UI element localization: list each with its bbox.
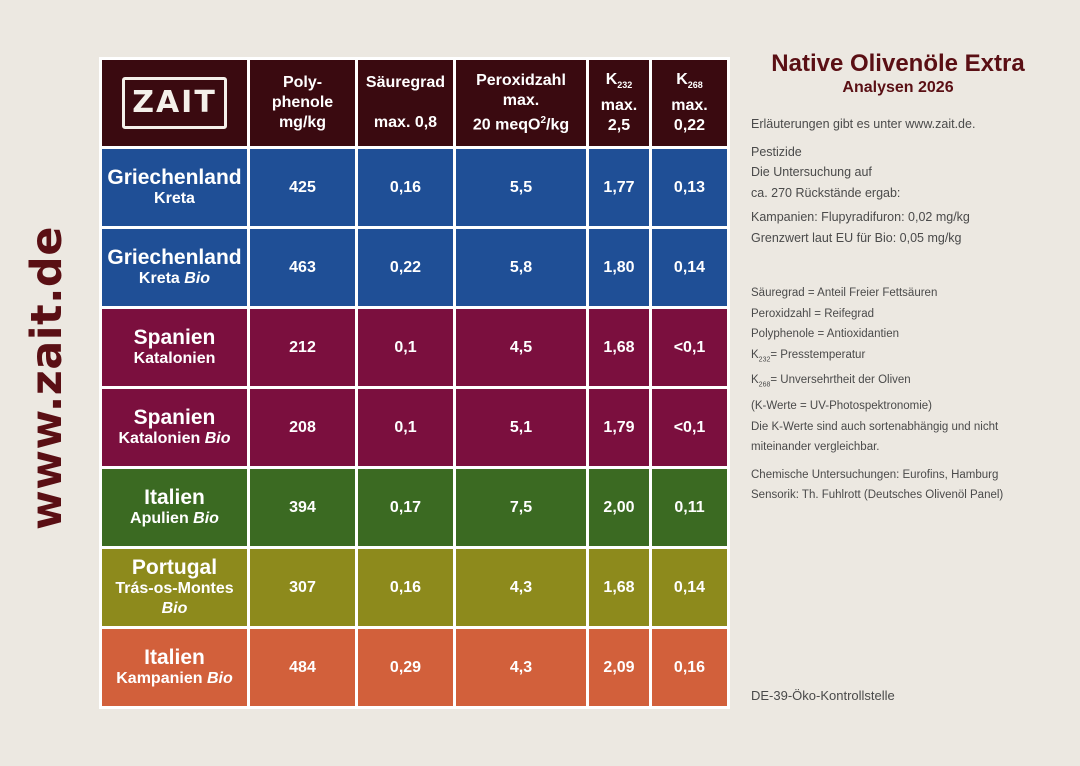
origin-cell: Italien Apulien Bio <box>102 469 247 546</box>
region-name: Kampanien Bio <box>116 670 233 687</box>
glossary-k268: K268= Unversehrtheit der Oliven <box>751 374 911 389</box>
peroxidzahl-value: 4,5 <box>456 309 586 386</box>
k268-value: <0,1 <box>652 309 727 386</box>
info-panel: Native Olivenöle Extra Analysen 2026 Erl… <box>751 50 1061 506</box>
country-name: Spanien <box>133 326 216 349</box>
glossary-k232: K232= Presstemperatur <box>751 348 866 363</box>
peroxidzahl-value: 4,3 <box>456 629 586 706</box>
polyphenole-value: 212 <box>250 309 355 386</box>
header-k232: K232 max. 2,5 <box>589 60 649 146</box>
glossary-note-2: miteinander vergleichbar. <box>751 441 880 454</box>
zait-logo: ZAIT <box>122 77 227 129</box>
peroxidzahl-value: 5,5 <box>456 149 586 226</box>
saeuregrad-value: 0,16 <box>358 149 453 226</box>
region-name: Katalonien <box>133 350 216 367</box>
k268-value: 0,11 <box>652 469 727 546</box>
panel-subtitle: Analysen 2026 <box>842 79 954 96</box>
k268-value: <0,1 <box>652 389 727 466</box>
region-name: Kreta <box>154 190 195 207</box>
pest-kampanien: Kampanien: Flupyradifuron: 0,02 mg/kg <box>751 210 970 224</box>
bio-label: Bio <box>184 270 211 287</box>
region-name: Trás-os-Montes Bio <box>115 580 234 617</box>
polyphenole-value: 425 <box>250 149 355 226</box>
pest-line-1: Die Untersuchung auf <box>751 165 872 179</box>
country-name: Italien <box>144 486 205 509</box>
header-saeuregrad: Säuregrad max. 0,8 <box>358 60 453 146</box>
region-name: Katalonien Bio <box>118 430 231 447</box>
region-name: Apulien Bio <box>130 510 219 527</box>
peroxidzahl-value: 5,1 <box>456 389 586 466</box>
pest-line-2: ca. 270 Rückstände ergab: <box>751 185 901 200</box>
info-line: Erläuterungen gibt es unter www.zait.de. <box>751 117 976 131</box>
k268-value: 0,14 <box>652 229 727 306</box>
table-row: Portugal Trás-os-Montes Bio 307 0,16 4,3 1,68… <box>102 549 727 626</box>
country-name: Italien <box>144 646 205 669</box>
glossary-note-1: Die K-Werte sind auch sortenabhängig und… <box>751 420 999 433</box>
country-name: Portugal <box>131 556 218 579</box>
pest-grenzwert: Grenzwert laut EU für Bio: 0,05 mg/kg <box>751 230 962 245</box>
peroxidzahl-value: 7,5 <box>456 469 586 546</box>
glossary-peroxidzahl: Peroxidzahl = Reifegrad <box>751 307 875 320</box>
kontrollstelle: DE-39-Öko-Kontrollstelle <box>751 688 895 703</box>
sensorik: Sensorik: Th. Fuhlrott (Deutsches Oliven… <box>751 489 1004 502</box>
panel-title: Native Olivenöle Extra <box>771 50 1025 77</box>
saeuregrad-value: 0,17 <box>358 469 453 546</box>
table-row: Spanien Katalonien Bio 208 0,1 5,1 1,79 <0,1 <box>102 389 727 466</box>
polyphenole-value: 484 <box>250 629 355 706</box>
polyphenole-value: 463 <box>250 229 355 306</box>
glossary-saeuregrad: Säuregrad = Anteil Freier Fettsäuren <box>751 287 938 299</box>
country-name: Griechenland <box>107 166 242 189</box>
polyphenole-value: 208 <box>250 389 355 466</box>
bio-label: Bio <box>206 670 233 687</box>
chem-lab: Chemische Untersuchungen: Eurofins, Hamb… <box>751 468 999 481</box>
country-name: Griechenland <box>107 246 242 269</box>
origin-cell: Griechenland Kreta Bio <box>102 229 247 306</box>
glossary-k-werte: (K-Werte = UV-Photospektronomie) <box>751 400 932 413</box>
origin-cell: Italien Kampanien Bio <box>102 629 247 706</box>
k232-value: 1,79 <box>589 389 649 466</box>
table-row: Griechenland Kreta Bio 463 0,22 5,8 1,80 0,14 <box>102 229 727 306</box>
origin-cell: Spanien Katalonien Bio <box>102 389 247 466</box>
saeuregrad-value: 0,1 <box>358 389 453 466</box>
k268-value: 0,14 <box>652 549 727 626</box>
header-k268: K268 max. 0,22 <box>652 60 727 146</box>
k232-value: 2,00 <box>589 469 649 546</box>
country-name: Spanien <box>133 406 216 429</box>
k268-value: 0,16 <box>652 629 727 706</box>
table-row: Griechenland Kreta 425 0,16 5,5 1,77 0,13 <box>102 149 727 226</box>
header-polyphenole: Poly- phenole mg/kg <box>250 60 355 146</box>
bio-label: Bio <box>161 600 188 617</box>
header-peroxidzahl: Peroxidzahl max. 20 meqO2/kg <box>456 60 586 146</box>
k232-value: 1,68 <box>589 309 649 386</box>
saeuregrad-value: 0,22 <box>358 229 453 306</box>
peroxidzahl-value: 4,3 <box>456 549 586 626</box>
k232-value: 2,09 <box>589 629 649 706</box>
table-row: Italien Kampanien Bio 484 0,29 4,3 2,09 0,16 <box>102 629 727 706</box>
k268-value: 0,13 <box>652 149 727 226</box>
origin-cell: Portugal Trás-os-Montes Bio <box>102 549 247 626</box>
saeuregrad-value: 0,29 <box>358 629 453 706</box>
table-row: Italien Apulien Bio 394 0,17 7,5 2,00 0,11 <box>102 469 727 546</box>
origin-cell: Griechenland Kreta <box>102 149 247 226</box>
polyphenole-value: 394 <box>250 469 355 546</box>
bio-label: Bio <box>204 430 231 447</box>
logo-cell: ZAIT <box>102 60 247 146</box>
table-header-row: ZAIT Poly- phenole mg/kg Säuregrad max. … <box>102 60 727 146</box>
saeuregrad-value: 0,1 <box>358 309 453 386</box>
glossary-polyphenole: Polyphenole = Antioxidantien <box>751 328 900 340</box>
table-row: Spanien Katalonien 212 0,1 4,5 1,68 <0,1 <box>102 309 727 386</box>
analysis-table: ZAIT Poly- phenole mg/kg Säuregrad max. … <box>99 57 730 709</box>
k232-value: 1,77 <box>589 149 649 226</box>
k232-value: 1,68 <box>589 549 649 626</box>
saeuregrad-value: 0,16 <box>358 549 453 626</box>
bio-label: Bio <box>193 510 219 527</box>
region-name: Kreta Bio <box>138 270 211 287</box>
k232-value: 1,80 <box>589 229 649 306</box>
origin-cell: Spanien Katalonien <box>102 309 247 386</box>
polyphenole-value: 307 <box>250 549 355 626</box>
side-url: www.zait.de <box>22 226 72 530</box>
pest-title: Pestizide <box>751 144 802 159</box>
peroxidzahl-value: 5,8 <box>456 229 586 306</box>
